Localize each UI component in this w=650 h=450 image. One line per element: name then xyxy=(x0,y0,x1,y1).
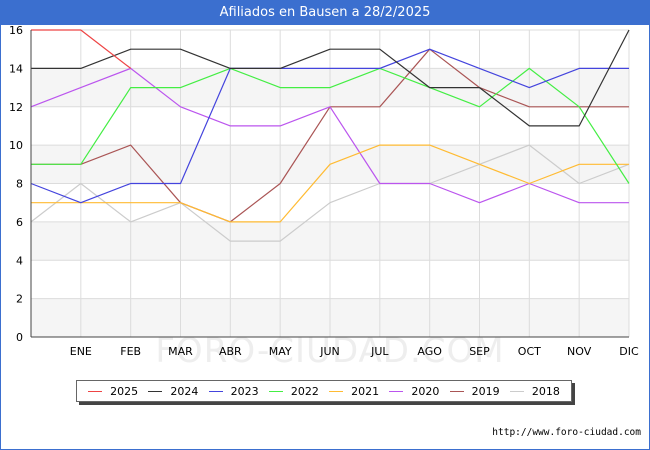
legend-swatch xyxy=(268,390,283,392)
x-tick-label: ENE xyxy=(70,345,92,358)
x-tick-label: JUN xyxy=(319,345,340,358)
legend-swatch xyxy=(208,390,223,392)
y-tick-label: 10 xyxy=(9,139,23,152)
y-tick-label: 4 xyxy=(16,254,23,267)
x-tick-label: AGO xyxy=(417,345,442,358)
x-tick-label: SEP xyxy=(469,345,490,358)
legend-label: 2023 xyxy=(230,384,259,398)
series-line-2023 xyxy=(30,48,629,204)
legend-swatch xyxy=(389,390,404,392)
y-axis-ticks: 0 2 4 6 8 10 12 14 16 xyxy=(9,24,23,344)
legend-label: 2021 xyxy=(351,384,380,398)
legend-label: 2020 xyxy=(411,384,440,398)
x-tick-label: DIC xyxy=(619,345,639,358)
footer-url: http://www.foro-ciudad.com xyxy=(492,427,641,438)
y-tick-label: 0 xyxy=(16,331,23,344)
series-line-2021 xyxy=(31,144,629,223)
legend-swatch xyxy=(148,390,163,392)
legend-label: 2024 xyxy=(170,384,199,398)
legend-swatch xyxy=(88,390,103,392)
y-tick-label: 12 xyxy=(9,101,23,114)
legend: 2025 2024 2023 2022 2021 2020 2019 2018 xyxy=(76,380,572,402)
series-lines xyxy=(30,29,630,242)
x-tick-label: MAY xyxy=(269,345,292,358)
legend-item-2018: 2018 xyxy=(509,384,560,398)
legend-item-2024: 2024 xyxy=(148,385,198,398)
legend-label: 2018 xyxy=(531,384,560,398)
legend-swatch xyxy=(509,390,524,392)
legend-item-2019: 2019 xyxy=(449,384,500,398)
legend-swatch xyxy=(329,390,344,392)
legend-item-2020: 2020 xyxy=(389,385,439,398)
series-line-2018 xyxy=(30,144,630,242)
watermark: FORO-CIUDAD.COM xyxy=(155,331,504,371)
series-line-2024 xyxy=(31,29,630,127)
legend-item-2021: 2021 xyxy=(329,385,379,398)
x-tick-label: OCT xyxy=(518,345,541,358)
x-tick-label: ABR xyxy=(219,345,242,358)
x-tick-label: NOV xyxy=(567,345,592,358)
legend-swatch xyxy=(449,390,464,392)
series-line-2025 xyxy=(31,29,132,69)
legend-label: 2025 xyxy=(110,384,139,398)
chart-title: Afiliados en Bausen a 28/2/2025 xyxy=(0,0,650,25)
y-tick-label: 2 xyxy=(16,293,23,306)
y-tick-label: 6 xyxy=(16,216,23,229)
x-axis-ticks: ENE FEB MAR ABR MAY JUN JUL AGO SEP OCT NOV DIC xyxy=(70,345,639,358)
legend-label: 2022 xyxy=(290,384,319,398)
x-tick-label: MAR xyxy=(168,345,193,358)
legend-item-2025: 2025 xyxy=(88,385,138,398)
series-line-2022 xyxy=(31,67,630,184)
x-tick-label: FEB xyxy=(120,345,141,358)
x-tick-label: JUL xyxy=(370,345,389,358)
y-tick-label: 8 xyxy=(16,178,23,191)
legend-label: 2019 xyxy=(471,384,500,398)
y-tick-label: 14 xyxy=(9,62,23,75)
legend-item-2023: 2023 xyxy=(208,384,259,398)
axes xyxy=(30,30,629,338)
y-tick-label: 16 xyxy=(9,24,23,37)
legend-item-2022: 2022 xyxy=(268,384,319,398)
